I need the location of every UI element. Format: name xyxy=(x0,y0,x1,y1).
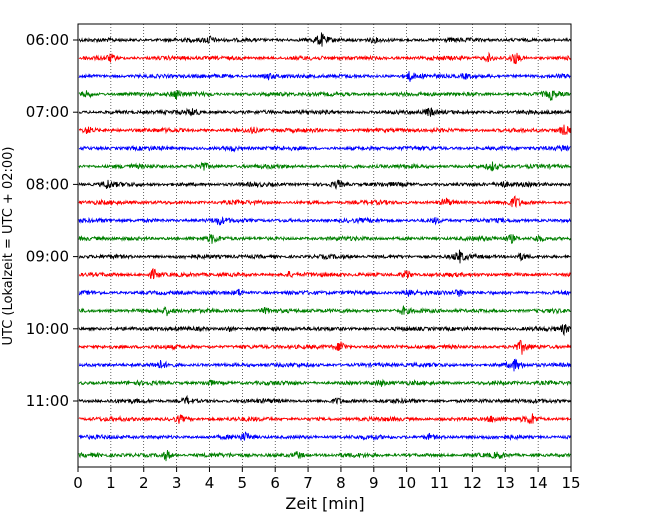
x-tick-label: 13 xyxy=(496,474,515,492)
seismogram-trace xyxy=(78,268,571,280)
x-tick-label: 15 xyxy=(561,474,580,492)
x-tick-label: 2 xyxy=(139,474,149,492)
seismogram-trace xyxy=(78,179,571,191)
seismogram-trace xyxy=(78,413,571,425)
plot-background xyxy=(78,24,571,467)
x-tick-label: 11 xyxy=(430,474,449,492)
seismogram-trace xyxy=(78,90,571,101)
seismogram-trace xyxy=(78,233,571,244)
seismogram-trace xyxy=(78,249,571,264)
seismogram-trace xyxy=(78,288,571,297)
seismogram-trace xyxy=(78,51,571,65)
seismogram-trace xyxy=(78,195,571,209)
x-tick-label: 1 xyxy=(106,474,116,492)
x-tick-label: 7 xyxy=(303,474,313,492)
x-tick-label: 5 xyxy=(238,474,248,492)
x-tick-label: 10 xyxy=(397,474,416,492)
x-axis-label: Zeit [min] xyxy=(285,494,364,513)
seismogram-trace xyxy=(78,358,571,372)
seismogram-traces xyxy=(78,32,571,462)
y-tick-label: 10:00 xyxy=(26,320,69,338)
seismogram-trace xyxy=(78,107,571,117)
seismogram-trace xyxy=(78,378,571,387)
grid-lines xyxy=(110,24,539,467)
seismogram-trace xyxy=(78,305,571,317)
seismogram-trace xyxy=(78,161,571,172)
seismogram-trace xyxy=(78,144,571,153)
y-axis-label: UTC (Lokalzeit = UTC + 02:00) xyxy=(1,147,16,346)
x-tick-label: 3 xyxy=(172,474,182,492)
x-tick-label: 9 xyxy=(369,474,379,492)
seismogram-trace xyxy=(78,71,571,82)
seismogram-trace xyxy=(78,324,571,337)
y-tick-label: 08:00 xyxy=(26,175,69,193)
y-tick-label: 06:00 xyxy=(26,31,69,49)
x-tick-label: 12 xyxy=(463,474,482,492)
x-tick-label: 4 xyxy=(205,474,215,492)
x-axis-ticks: 0 1 2 3 4 5 6 7 8 9 10 11 12 13 14 15 xyxy=(73,467,581,492)
seismogram-trace xyxy=(78,449,571,462)
y-tick-label: 09:00 xyxy=(26,248,69,266)
seismogram-trace xyxy=(78,394,571,405)
y-axis-ticks: 06:00 07:00 08:00 09:00 10:00 11:00 xyxy=(26,31,78,410)
seismogram-trace xyxy=(78,339,571,355)
x-tick-label: 8 xyxy=(336,474,346,492)
seismogram-trace xyxy=(78,215,571,226)
x-tick-label: 14 xyxy=(529,474,548,492)
y-tick-label: 07:00 xyxy=(26,103,69,121)
plot-frame xyxy=(77,23,572,468)
x-tick-label: 6 xyxy=(270,474,280,492)
y-tick-label: 11:00 xyxy=(26,392,69,410)
x-tick-label: 0 xyxy=(73,474,83,492)
seismogram-trace xyxy=(78,431,571,442)
seismogram-trace xyxy=(78,32,571,47)
seismogram-trace xyxy=(78,124,571,136)
